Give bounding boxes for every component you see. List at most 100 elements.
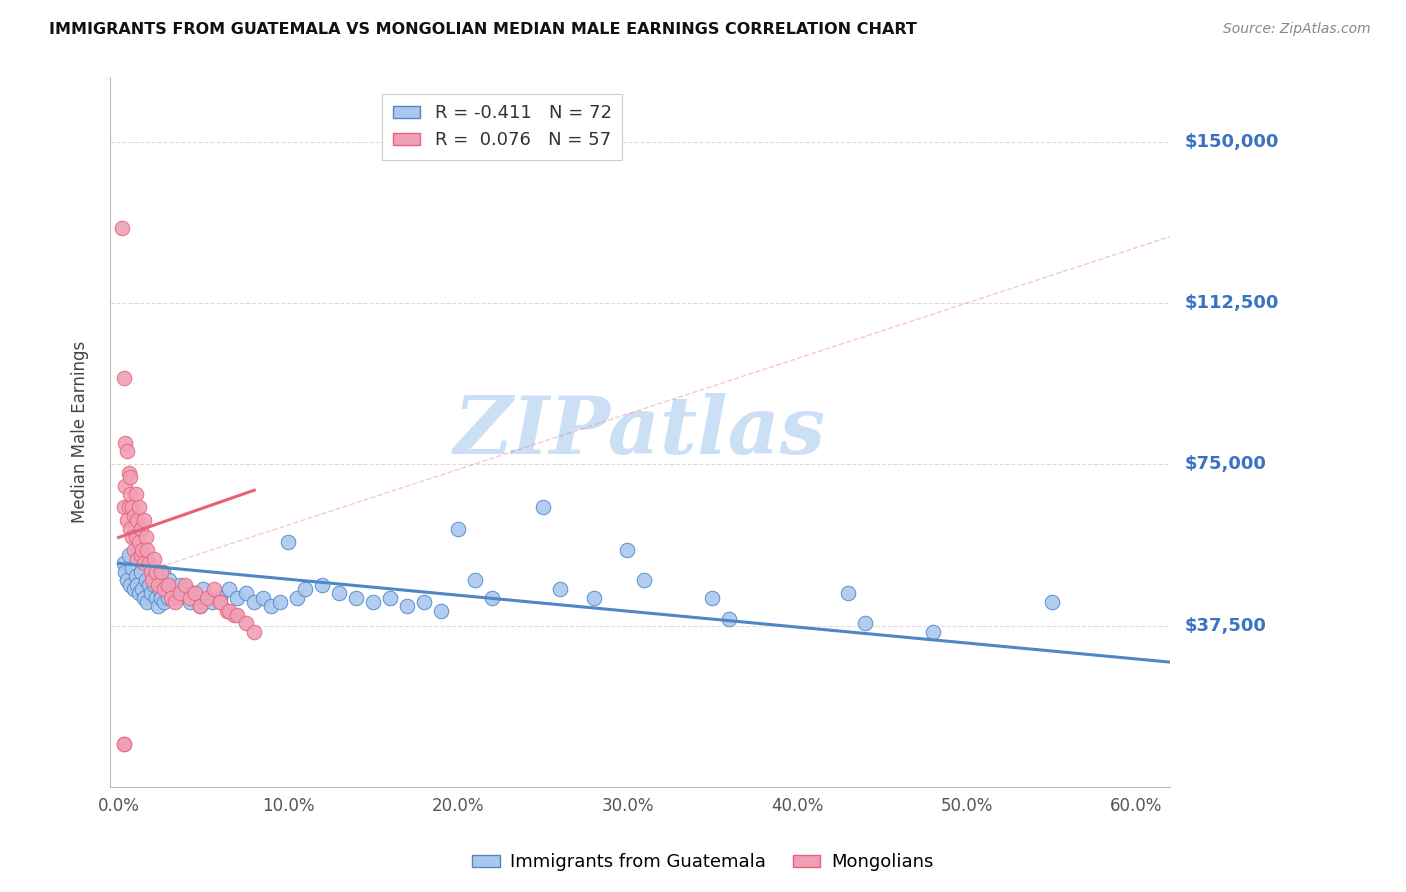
Point [120, 487, 142, 501]
Point [115, 574, 138, 588]
Point [138, 578, 160, 592]
Point [328, 586, 350, 600]
Point [165, 591, 187, 605]
Point [132, 513, 155, 527]
Point [172, 586, 194, 600]
Point [136, 595, 159, 609]
Point [209, 595, 232, 609]
Point [136, 543, 159, 558]
Point [143, 578, 166, 592]
Point [173, 578, 195, 592]
Point [633, 574, 655, 588]
Point [430, 603, 453, 617]
Point [243, 625, 266, 640]
Point [702, 591, 724, 605]
Point [149, 591, 172, 605]
Point [718, 612, 741, 626]
Point [193, 582, 215, 596]
Point [129, 565, 152, 579]
Point [209, 595, 232, 609]
Point [156, 578, 179, 592]
Text: $150,000: $150,000 [1184, 133, 1278, 151]
Point [121, 560, 143, 574]
Point [921, 625, 943, 640]
Text: $112,500: $112,500 [1184, 294, 1278, 312]
Point [121, 500, 143, 515]
Point [146, 599, 169, 614]
Point [195, 591, 218, 605]
Point [582, 591, 605, 605]
Point [139, 565, 162, 579]
Point [344, 591, 367, 605]
Point [127, 513, 149, 527]
Point [118, 548, 141, 562]
Point [235, 586, 257, 600]
Point [159, 574, 181, 588]
Point [156, 591, 179, 605]
Point [179, 591, 201, 605]
Point [118, 466, 141, 480]
Text: $75,000: $75,000 [1184, 456, 1265, 474]
Point [188, 599, 211, 614]
Point [112, 737, 135, 751]
Point [132, 556, 155, 570]
Point [294, 582, 316, 596]
Point [311, 578, 333, 592]
Point [181, 586, 204, 600]
Point [243, 595, 266, 609]
Point [447, 522, 470, 536]
Point [148, 582, 170, 596]
Point [128, 586, 150, 600]
Point [222, 607, 245, 622]
Point [155, 582, 177, 596]
Point [129, 548, 152, 562]
Point [135, 574, 157, 588]
Text: IMMIGRANTS FROM GUATEMALA VS MONGOLIAN MEDIAN MALE EARNINGS CORRELATION CHART: IMMIGRANTS FROM GUATEMALA VS MONGOLIAN M… [49, 22, 917, 37]
Point [149, 565, 172, 579]
Point [141, 565, 163, 579]
Point [218, 582, 240, 596]
Point [163, 595, 186, 609]
Text: $37,500: $37,500 [1184, 616, 1265, 634]
Point [837, 586, 859, 600]
Point [114, 565, 136, 579]
Point [209, 591, 232, 605]
Point [201, 595, 224, 609]
Point [361, 595, 384, 609]
Point [252, 591, 274, 605]
Point [118, 500, 141, 515]
Point [141, 574, 163, 588]
Point [531, 500, 554, 515]
Point [128, 500, 150, 515]
Point [277, 534, 299, 549]
Point [145, 565, 167, 579]
Point [395, 599, 418, 614]
Point [285, 591, 308, 605]
Point [260, 599, 283, 614]
Point [153, 595, 176, 609]
Point [114, 479, 136, 493]
Point [124, 487, 146, 501]
Point [226, 591, 249, 605]
Legend: R = -0.411   N = 72, R =  0.076   N = 57: R = -0.411 N = 72, R = 0.076 N = 57 [382, 94, 623, 161]
Point [115, 444, 138, 458]
Point [124, 531, 146, 545]
Point [176, 582, 198, 596]
Point [120, 522, 142, 536]
Point [112, 371, 135, 385]
Point [184, 586, 207, 600]
Point [548, 582, 571, 596]
Point [188, 599, 211, 614]
Point [153, 582, 176, 596]
Point [412, 595, 434, 609]
Y-axis label: Median Male Earnings: Median Male Earnings [72, 341, 89, 524]
Point [143, 552, 166, 566]
Point [169, 578, 191, 592]
Point [120, 470, 142, 484]
Point [218, 603, 240, 617]
Point [112, 737, 135, 751]
Point [112, 556, 135, 570]
Point [120, 578, 142, 592]
Legend: Immigrants from Guatemala, Mongolians: Immigrants from Guatemala, Mongolians [465, 847, 941, 879]
Point [138, 556, 160, 570]
